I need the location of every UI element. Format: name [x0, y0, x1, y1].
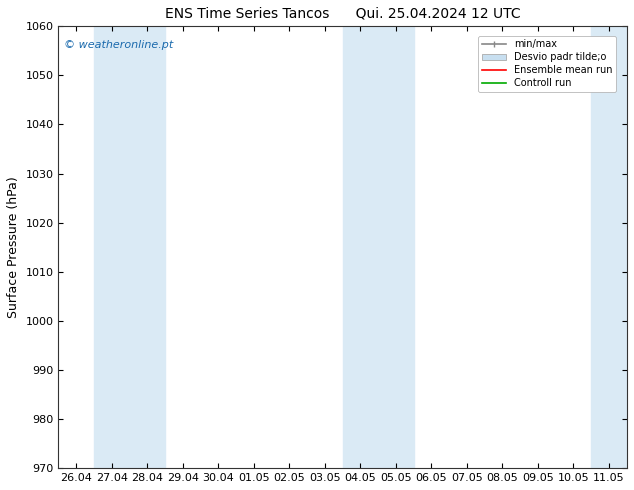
- Bar: [342, 26, 413, 468]
- Bar: [591, 26, 626, 468]
- Text: © weatheronline.pt: © weatheronline.pt: [64, 40, 174, 49]
- Y-axis label: Surface Pressure (hPa): Surface Pressure (hPa): [7, 176, 20, 318]
- Title: ENS Time Series Tancos      Qui. 25.04.2024 12 UTC: ENS Time Series Tancos Qui. 25.04.2024 1…: [165, 7, 521, 21]
- Legend: min/max, Desvio padr tilde;o, Ensemble mean run, Controll run: min/max, Desvio padr tilde;o, Ensemble m…: [477, 36, 616, 92]
- Bar: [94, 26, 165, 468]
